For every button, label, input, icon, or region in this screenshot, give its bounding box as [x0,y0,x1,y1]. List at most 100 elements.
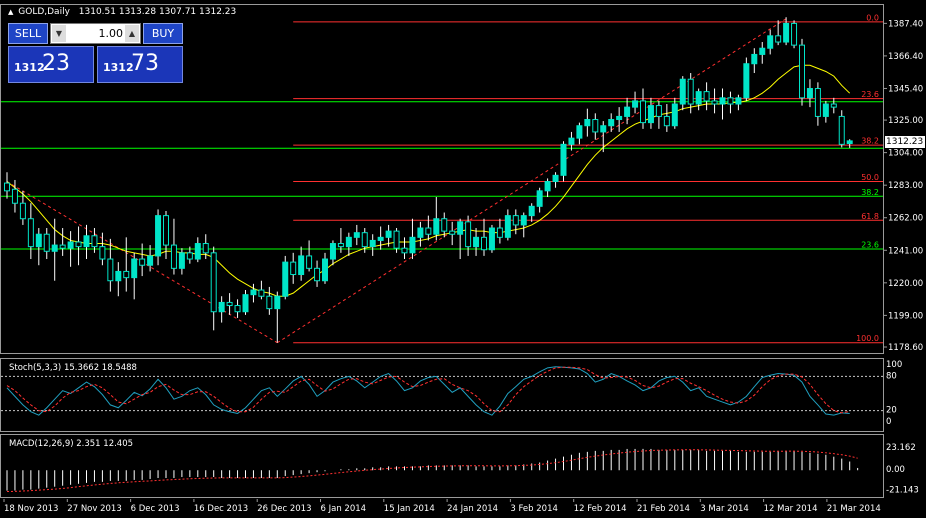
candle [830,97,837,114]
candle [473,228,480,256]
candle-body-bull [178,252,185,269]
candle [632,91,639,114]
candle-body-bull [560,143,567,176]
lot-size-input[interactable] [68,25,123,42]
candle-body-bear [830,103,837,108]
candle [576,122,583,145]
candle-body-bull [242,294,249,313]
bid-price-box[interactable]: 1312 23 [8,46,94,83]
time-tick-label: 12 Feb 2014 [574,504,627,514]
candle-body-bear [425,227,432,235]
candle-body-bull [504,215,511,238]
candle-body-bull [298,255,305,276]
collapse-triangle-icon[interactable]: ▲ [8,8,14,16]
lot-decrease-arrow-icon[interactable]: ▼ [52,25,66,42]
candle [337,228,344,253]
candle-body-bull [520,215,527,226]
candle [234,299,241,318]
macd-pane[interactable]: MACD(12,26,9) 2.351 12.405 [0,434,884,498]
fib-level-label: 38.2 [861,137,879,146]
time-tick-label: 16 Dec 2013 [194,504,248,514]
candle [186,246,193,264]
stoch-tick-label: 80 [886,371,897,381]
candle [671,97,678,129]
candle [250,283,257,303]
candle [139,243,146,277]
candle-body-bull [671,103,678,127]
candle-body-bear [91,235,98,248]
candle [147,245,154,272]
candle-body-bear [481,236,487,251]
candle [806,79,813,108]
candle-body-bear [393,230,400,249]
candle [210,246,217,331]
fib-level-label: 61.8 [861,212,879,221]
candle-body-bear [170,244,177,269]
candle-body-bear [687,78,694,105]
candle [353,224,360,246]
sell-button[interactable]: SELL [8,23,48,44]
candle-body-bear [663,115,670,127]
buy-button[interactable]: BUY [143,23,183,44]
candle [4,172,10,199]
candle [67,231,74,267]
price-tick-label: 1283.00 [888,181,923,191]
candle [322,252,328,284]
candle [449,221,456,246]
candle-body-bull [473,236,480,248]
lot-size-stepper[interactable]: ▼ ▲ [50,23,141,44]
candle [528,203,535,222]
candle-body-bear [99,246,106,260]
macd-title: MACD(12,26,9) 2.351 12.405 [9,439,133,449]
candle-body-bull [679,78,686,105]
candle [35,228,42,266]
candle-body-bull [147,255,154,266]
stoch-title: Stoch(5,3,3) 15.3662 18.5488 [9,363,137,373]
candle [433,197,440,241]
candle [703,82,710,111]
price-chart-pane[interactable]: 0.0 23.6 38.2 50.0 61.8 100.0 38.2 23.6 [0,4,884,354]
ask-price-box[interactable]: 1312 73 [97,46,183,83]
candle [481,218,487,256]
candle [258,280,265,300]
candle-body-bear [655,105,662,117]
candle [385,224,392,247]
ask-price-major: 1312 [103,61,134,74]
candle [608,113,615,132]
candle [759,42,766,64]
candle-body-bull [568,137,575,145]
candle [663,104,670,132]
candle-body-bear [465,221,472,248]
candle [266,286,273,315]
candle-body-bull [282,261,289,297]
candle-body-bull [194,243,201,260]
lot-increase-arrow-icon[interactable]: ▲ [125,25,139,42]
stochastic-pane[interactable]: Stoch(5,3,3) 15.3662 18.5488 [0,358,884,432]
candle-body-bull [735,97,742,105]
candle [687,73,694,114]
macd-tick-label: 23.162 [886,443,916,453]
price-tick-label: 1241.00 [888,246,923,256]
candle-body-bull [584,119,591,127]
candle [783,17,790,46]
trend-line [277,18,787,344]
candle-body-bull [51,244,58,252]
time-tick-label: 3 Mar 2014 [700,504,748,514]
candle-body-bull [743,63,750,99]
price-tick-label: 1199.00 [888,311,923,321]
candle-body-bull [616,115,623,121]
candle [536,187,543,213]
stoch-tick-label: 20 [886,406,897,416]
candle-body-bear [799,44,805,99]
ask-price-minor: 73 [131,51,159,76]
candle [194,237,201,263]
price-tick-label: 1345.40 [888,84,923,94]
candle [274,291,281,343]
candle [369,234,376,256]
candle [75,226,82,266]
candle [401,237,408,260]
candle [43,228,50,260]
candle-body-bull [35,233,42,248]
candle [170,218,177,275]
candle [751,48,758,74]
